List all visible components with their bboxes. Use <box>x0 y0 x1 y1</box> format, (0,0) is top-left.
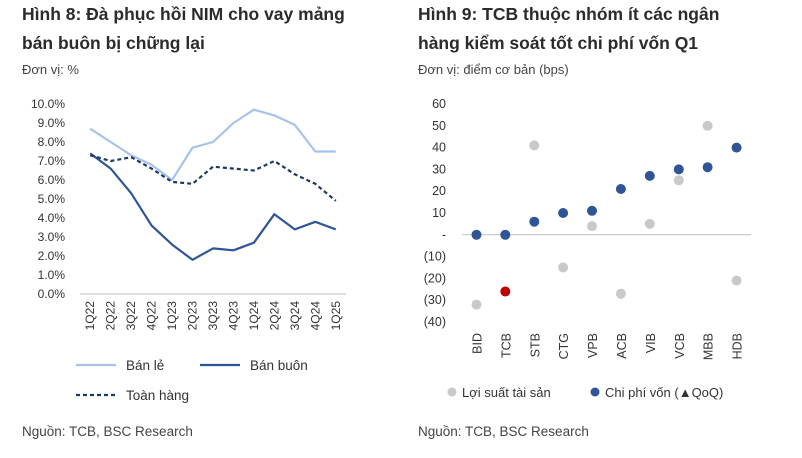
data-point-bid <box>471 229 482 240</box>
series-line-bán-lẻ <box>89 108 336 182</box>
y-tick-label: 30 <box>432 162 446 176</box>
chart-source: Nguồn: TCB, BSC Research <box>418 424 589 439</box>
chart-title-line-1: Hình 8: Đà phục hồi NIM cho vay mảng <box>22 4 345 24</box>
x-tick-label: HDB <box>731 333 745 359</box>
x-tick-label: CTG <box>557 333 571 359</box>
legend-marker <box>447 387 457 397</box>
y-tick-label: 10.0% <box>31 97 65 111</box>
chart-unit: Đơn vị: điểm cơ bản (bps) <box>418 62 569 77</box>
y-tick-label: 50 <box>432 119 446 133</box>
data-point-stb <box>529 140 540 151</box>
data-point-mbb <box>702 120 713 131</box>
chart-unit: Đơn vị: % <box>22 62 79 77</box>
y-tick-label: - <box>442 228 446 242</box>
x-tick-label: BID <box>470 333 484 354</box>
x-tick-label: 2Q23 <box>186 301 200 331</box>
x-tick-label: TCB <box>499 333 513 358</box>
chart-title-line-2: hàng kiểm soát tốt chi phí vốn Q1 <box>418 33 699 53</box>
legend-marker <box>590 387 600 397</box>
y-tick-label: 6.0% <box>38 173 66 187</box>
y-tick-label: (20) <box>424 271 446 285</box>
x-tick-label: VPB <box>586 333 600 358</box>
y-tick-label: 10 <box>432 206 446 220</box>
x-tick-label: 1Q23 <box>165 301 179 331</box>
chart-title-line-1: Hình 9: TCB thuộc nhóm ít các ngân <box>418 4 720 24</box>
y-tick-label: (40) <box>424 315 446 329</box>
legend-label: Toàn hàng <box>126 388 189 403</box>
y-tick-label: 60 <box>432 97 446 111</box>
x-tick-label: 3Q23 <box>206 301 220 331</box>
legend-label: Bán buôn <box>250 358 308 373</box>
data-point-vib <box>644 170 655 181</box>
data-point-acb <box>615 184 626 194</box>
y-tick-label: 0.0% <box>38 287 66 301</box>
data-point-vib <box>644 218 655 229</box>
y-tick-label: 8.0% <box>38 135 66 149</box>
data-point-vpb <box>587 205 597 216</box>
data-point-vpb <box>587 221 597 232</box>
x-tick-label: 4Q24 <box>308 301 322 331</box>
data-point-mbb <box>702 162 713 173</box>
chart-title-line-2: bán buôn bị chững lại <box>22 33 205 53</box>
data-point-tcb <box>500 229 511 240</box>
data-point-vcb <box>673 175 684 186</box>
x-tick-label: 1Q22 <box>83 301 97 331</box>
x-tick-label: 4Q23 <box>226 301 240 331</box>
chart-source: Nguồn: TCB, BSC Research <box>22 424 193 439</box>
data-point-tcb <box>500 286 511 297</box>
data-point-stb <box>529 216 540 227</box>
data-point-vcb <box>673 164 684 175</box>
data-point-acb <box>615 288 626 299</box>
y-tick-label: 20 <box>432 184 446 198</box>
x-tick-label: 3Q24 <box>288 301 302 331</box>
x-tick-label: 1Q24 <box>247 301 261 331</box>
y-tick-label: 4.0% <box>38 211 66 225</box>
y-tick-label: 3.0% <box>38 230 66 244</box>
x-tick-label: 4Q22 <box>145 301 159 331</box>
x-tick-label: 2Q22 <box>104 301 118 331</box>
y-tick-label: (30) <box>424 293 446 307</box>
x-tick-label: VIB <box>644 333 658 353</box>
y-tick-label: 9.0% <box>38 116 66 130</box>
panel-cost-of-funds-chart: Hình 9: TCB thuộc nhóm ít các ngân hàng … <box>400 0 802 458</box>
data-point-ctg <box>558 262 569 273</box>
data-point-ctg <box>558 208 569 218</box>
x-tick-label: MBB <box>702 333 716 360</box>
x-tick-label: ACB <box>615 333 629 359</box>
series-line-bán-buôn <box>89 152 337 261</box>
nim-line-chart: 0.0% 1.0% 2.0% 3.0% 4.0% 5.0% 6.0% 7.0% 8.0% 9.0%… <box>31 97 346 403</box>
y-tick-label: 40 <box>432 141 446 155</box>
y-tick-label: 1.0% <box>38 268 66 282</box>
x-tick-label: 1Q25 <box>329 301 343 331</box>
data-point-hdb <box>731 275 742 286</box>
y-tick-label: 7.0% <box>38 154 66 168</box>
series-line-toàn-hàng <box>89 154 337 202</box>
y-tick-label: 2.0% <box>38 249 66 263</box>
legend-label: Chi phí vốn (▲QoQ) <box>605 385 723 400</box>
legend-label: Lợi suất tài sản <box>462 385 551 400</box>
x-tick-label: STB <box>528 333 542 357</box>
y-tick-label: (10) <box>424 250 446 264</box>
data-point-bid <box>471 299 482 310</box>
x-tick-label: VCB <box>673 333 687 359</box>
x-tick-label: 2Q24 <box>267 301 281 331</box>
x-tick-label: 3Q22 <box>124 301 138 331</box>
y-tick-label: 5.0% <box>38 192 66 206</box>
panel-nim-chart: Hình 8: Đà phục hồi NIM cho vay mảng bán… <box>0 0 400 458</box>
bps-scatter-chart: (40) (30) (20) (10) - 10 20 30 40 50 60 BID TCB STB C… <box>424 97 751 400</box>
legend-label: Bán lẻ <box>126 358 164 373</box>
data-point-hdb <box>731 142 742 153</box>
